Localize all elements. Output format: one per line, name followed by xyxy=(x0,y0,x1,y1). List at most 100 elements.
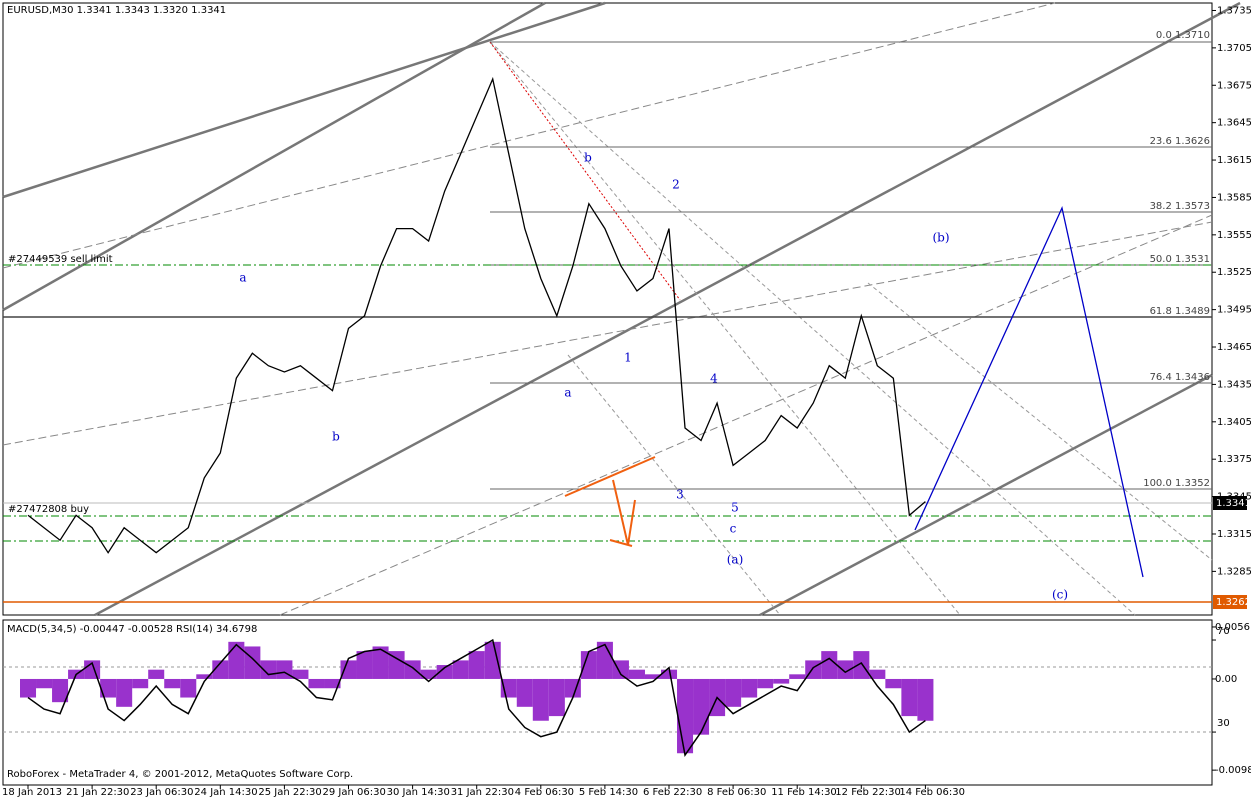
wave-label: 2 xyxy=(672,178,680,192)
macd-bar xyxy=(212,660,229,679)
macd-bar xyxy=(661,669,678,679)
macd-bar xyxy=(100,678,117,698)
order-label: #27472808 buy xyxy=(8,504,89,515)
fib-label: 50.0 1.3531 xyxy=(1150,254,1210,265)
y2-tick-label: 70 xyxy=(1217,626,1230,637)
macd-bar xyxy=(324,678,341,689)
macd-bar xyxy=(837,660,854,679)
fib-label: 23.6 1.3626 xyxy=(1150,136,1210,147)
x-tick-label: 12 Feb 22:30 xyxy=(835,787,901,798)
level-tag xyxy=(1213,595,1247,609)
x-tick-label: 11 Feb 14:30 xyxy=(771,787,837,798)
macd-bar xyxy=(869,669,886,679)
macd-bar xyxy=(757,678,774,689)
y-tick-label: 1.3525 xyxy=(1217,267,1251,278)
macd-bar xyxy=(148,669,165,679)
y-tick-label: 1.3555 xyxy=(1217,230,1251,241)
wave-label: c xyxy=(730,522,737,536)
x-tick-label: 4 Feb 06:30 xyxy=(515,787,574,798)
macd-bar xyxy=(532,678,549,721)
wave-label: b xyxy=(332,430,340,444)
y-tick-label: -0.00982 xyxy=(1215,765,1251,776)
y-tick-label: 1.3585 xyxy=(1217,192,1251,203)
macd-bar xyxy=(372,646,389,679)
level-price: 1.3262 xyxy=(1216,597,1251,608)
x-tick-label: 6 Feb 22:30 xyxy=(643,787,702,798)
macd-bar xyxy=(693,678,710,735)
y-tick-label: 1.3405 xyxy=(1217,417,1251,428)
y-tick-label: 1.3615 xyxy=(1217,155,1251,166)
macd-bar xyxy=(725,678,742,707)
x-tick-label: 23 Jan 06:30 xyxy=(130,787,193,798)
macd-bar xyxy=(853,651,870,679)
macd-bar xyxy=(516,678,533,707)
macd-bar xyxy=(292,669,309,679)
macd-bar xyxy=(36,678,53,689)
macd-bar xyxy=(452,660,469,679)
macd-bar xyxy=(244,646,261,679)
macd-bar xyxy=(196,674,213,679)
macd-bar xyxy=(52,678,69,703)
macd-bar xyxy=(116,678,133,707)
macd-bar xyxy=(228,641,245,679)
y-tick-label: 1.3705 xyxy=(1217,43,1251,54)
fib-label: 38.2 1.3573 xyxy=(1150,201,1210,212)
wave-label: 1 xyxy=(624,351,632,365)
macd-bar xyxy=(180,678,197,698)
macd-bar xyxy=(356,651,373,679)
y-tick-label: 1.3465 xyxy=(1217,342,1251,353)
macd-bar xyxy=(420,669,437,679)
x-tick-label: 24 Jan 14:30 xyxy=(194,787,257,798)
macd-bar xyxy=(468,651,485,679)
y-tick-label: 0.0056 xyxy=(1215,622,1250,633)
macd-bar xyxy=(773,678,790,684)
wave-label: a xyxy=(564,386,571,400)
y-tick-label: 1.3345 xyxy=(1217,492,1251,503)
macd-bar xyxy=(612,660,629,679)
macd-bar xyxy=(789,674,806,679)
macd-bar xyxy=(741,678,758,698)
y-tick-label: 1.3495 xyxy=(1217,305,1251,316)
x-tick-label: 14 Feb 06:30 xyxy=(899,787,965,798)
macd-bar xyxy=(340,660,357,679)
indicator-title: MACD(5,34,5) -0.00447 -0.00528 RSI(14) 3… xyxy=(7,624,257,635)
order-label: #27449539 sell limit xyxy=(8,254,113,265)
footer: RoboForex - MetaTrader 4, © 2001-2012, M… xyxy=(7,769,353,780)
macd-bar xyxy=(20,678,37,698)
macd-bar xyxy=(132,678,149,689)
macd-bar xyxy=(677,678,694,754)
wave-label: (a) xyxy=(727,553,744,567)
y-tick-label: 1.3435 xyxy=(1217,379,1251,390)
wave-label: (b) xyxy=(932,231,949,245)
wave-label: (c) xyxy=(1052,588,1068,602)
macd-bar xyxy=(164,678,181,689)
wave-label: b xyxy=(584,151,592,165)
wave-label: 4 xyxy=(710,372,718,386)
y-tick-label: 0.00 xyxy=(1215,674,1237,685)
price-pane xyxy=(2,2,1213,616)
macd-bar xyxy=(404,660,421,679)
fib-label: 0.0 1.3710 xyxy=(1156,30,1210,41)
y-tick-label: 1.3645 xyxy=(1217,118,1251,129)
macd-bar xyxy=(917,678,934,721)
wave-label: 3 xyxy=(676,488,684,502)
x-tick-label: 29 Jan 06:30 xyxy=(323,787,386,798)
fib-label: 100.0 1.3352 xyxy=(1143,478,1210,489)
chart-title: EURUSD,M30 1.3341 1.3343 1.3320 1.3341 xyxy=(7,5,226,16)
y2-tick-label: 30 xyxy=(1217,718,1230,729)
rsi-line xyxy=(27,638,926,757)
last-price: 1.3341 xyxy=(1216,498,1251,509)
price-tag xyxy=(1213,496,1247,510)
x-tick-label: 5 Feb 14:30 xyxy=(579,787,638,798)
macd-bar xyxy=(436,665,453,679)
price-line xyxy=(27,76,926,554)
x-tick-label: 21 Jan 22:30 xyxy=(66,787,129,798)
macd-bar xyxy=(821,651,838,679)
x-tick-label: 25 Jan 22:30 xyxy=(258,787,321,798)
macd-bar xyxy=(484,641,501,679)
y-tick-label: 1.3285 xyxy=(1217,566,1251,577)
y-tick-label: 1.3675 xyxy=(1217,80,1251,91)
x-tick-label: 30 Jan 14:30 xyxy=(387,787,450,798)
y-tick-label: 1.3375 xyxy=(1217,454,1251,465)
